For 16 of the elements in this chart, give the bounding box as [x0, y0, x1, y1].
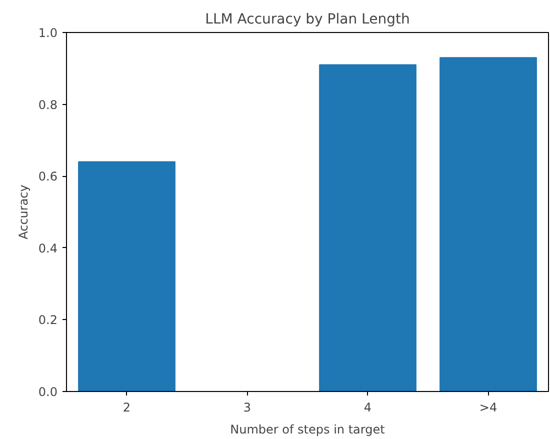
x-axis-title: Number of steps in target — [230, 422, 386, 436]
x-tick-label: >4 — [479, 400, 498, 414]
bar — [319, 64, 416, 392]
y-axis-title: Accuracy — [16, 184, 30, 240]
y-tick-label: 1.0 — [38, 26, 58, 40]
bar — [440, 57, 537, 392]
y-tick-label: 0.4 — [38, 241, 58, 256]
y-tick-label: 0.8 — [38, 98, 58, 112]
y-tick-label: 0.6 — [38, 170, 58, 184]
y-tick-label: 0.0 — [38, 385, 58, 399]
x-tick-label: 2 — [122, 400, 131, 414]
x-tick-label: 4 — [364, 400, 372, 414]
y-tick-label: 0.2 — [38, 313, 58, 328]
x-tick-label: 3 — [243, 400, 252, 414]
chart-title: LLM Accuracy by Plan Length — [205, 12, 410, 28]
bar — [78, 161, 176, 392]
